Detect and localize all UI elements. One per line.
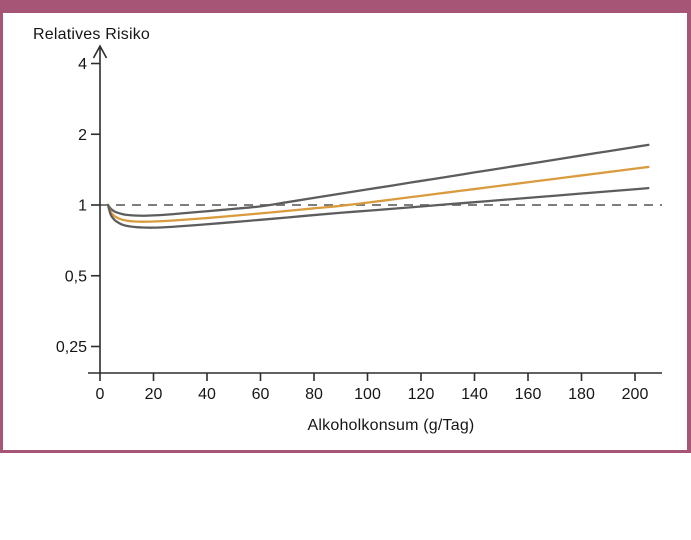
frame-top-bar	[0, 0, 691, 13]
y-tick-label: 0,5	[65, 268, 87, 285]
frame-right-border	[687, 13, 691, 453]
y-axis-title: Relatives Risiko	[33, 26, 150, 43]
x-tick-label: 40	[198, 386, 216, 403]
frame-left-border	[0, 13, 3, 453]
x-axis-title: Alkoholkonsum (g/Tag)	[308, 417, 475, 434]
series-line-lower-confidence-bound	[106, 186, 650, 229]
x-tick-label: 20	[145, 386, 163, 403]
x-tick-label: 60	[252, 386, 270, 403]
x-tick-label: 200	[622, 386, 649, 403]
y-axis-arrow-icon	[92, 44, 108, 59]
series-line-upper-confidence-bound	[106, 143, 650, 217]
axes-layer	[88, 44, 662, 381]
y-tick-label: 1	[78, 198, 87, 215]
x-tick-label: 140	[461, 386, 488, 403]
series-layer	[106, 143, 650, 229]
x-tick-label: 80	[305, 386, 323, 403]
tick-labels-layer: 4 2 1 0,5 0,25 0 20 40 60 80 100 120 140 160 180 200	[56, 56, 649, 403]
x-tick-label: 100	[354, 386, 381, 403]
frame-bottom-border	[0, 450, 691, 453]
y-tick-label: 2	[78, 127, 87, 144]
series-line-relative-risk-estimate	[106, 165, 650, 223]
y-tick-label: 4	[78, 56, 87, 73]
x-tick-label: 0	[96, 386, 105, 403]
x-tick-label: 120	[408, 386, 435, 403]
x-tick-label: 160	[515, 386, 542, 403]
x-tick-label: 180	[568, 386, 595, 403]
y-tick-label: 0,25	[56, 339, 87, 356]
